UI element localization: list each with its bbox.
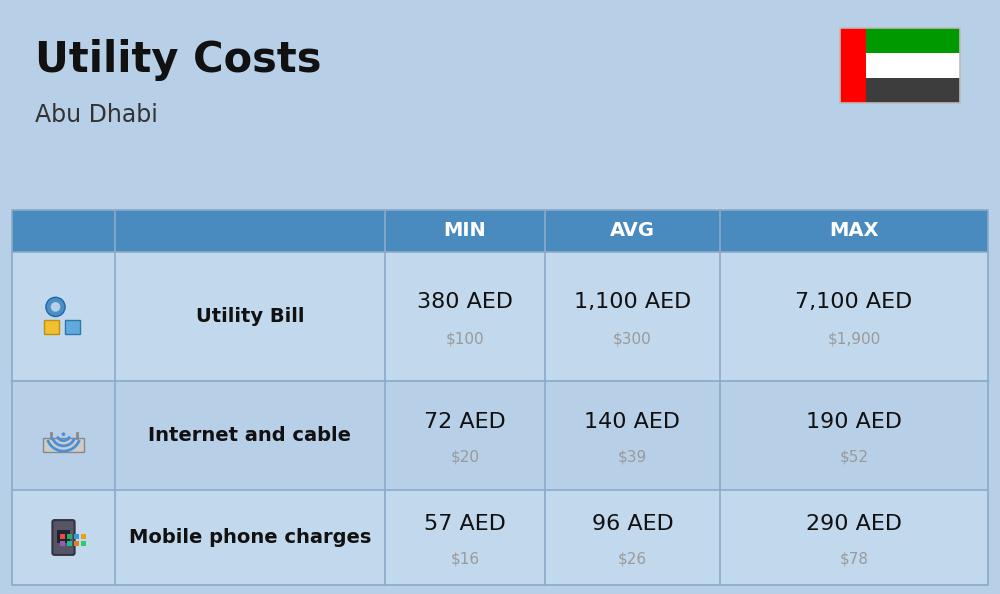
Bar bbox=[60, 541, 65, 546]
Bar bbox=[67, 534, 72, 539]
Text: $100: $100 bbox=[446, 331, 484, 346]
FancyBboxPatch shape bbox=[12, 210, 988, 252]
FancyBboxPatch shape bbox=[12, 381, 988, 490]
Text: $1,900: $1,900 bbox=[827, 331, 881, 346]
Text: Mobile phone charges: Mobile phone charges bbox=[129, 528, 371, 547]
Text: 140 AED: 140 AED bbox=[584, 412, 680, 431]
Text: $20: $20 bbox=[450, 450, 480, 465]
FancyBboxPatch shape bbox=[866, 78, 960, 103]
FancyBboxPatch shape bbox=[12, 252, 988, 381]
Text: $16: $16 bbox=[450, 552, 480, 567]
Text: $78: $78 bbox=[840, 552, 868, 567]
Text: $26: $26 bbox=[618, 552, 647, 567]
Text: 57 AED: 57 AED bbox=[424, 513, 506, 533]
Bar bbox=[74, 534, 79, 539]
Bar bbox=[60, 534, 65, 539]
Text: 290 AED: 290 AED bbox=[806, 513, 902, 533]
Bar bbox=[81, 534, 86, 539]
FancyBboxPatch shape bbox=[52, 520, 75, 555]
FancyBboxPatch shape bbox=[840, 28, 866, 103]
Text: Utility Bill: Utility Bill bbox=[196, 307, 304, 326]
Circle shape bbox=[62, 432, 65, 436]
Bar bbox=[65, 320, 80, 334]
Bar bbox=[67, 541, 72, 546]
FancyBboxPatch shape bbox=[866, 53, 960, 78]
Text: 72 AED: 72 AED bbox=[424, 412, 506, 431]
Text: $39: $39 bbox=[618, 450, 647, 465]
Bar bbox=[74, 541, 79, 546]
Bar bbox=[43, 438, 84, 453]
FancyBboxPatch shape bbox=[12, 490, 988, 585]
Circle shape bbox=[51, 302, 60, 312]
Text: AVG: AVG bbox=[610, 222, 655, 241]
Text: $300: $300 bbox=[613, 331, 652, 346]
Text: $52: $52 bbox=[840, 450, 868, 465]
Text: MIN: MIN bbox=[444, 222, 486, 241]
FancyBboxPatch shape bbox=[866, 28, 960, 53]
Text: 1,100 AED: 1,100 AED bbox=[574, 292, 691, 312]
Text: 190 AED: 190 AED bbox=[806, 412, 902, 431]
Bar bbox=[81, 541, 86, 546]
Text: MAX: MAX bbox=[829, 222, 879, 241]
Bar bbox=[44, 320, 59, 334]
Text: Abu Dhabi: Abu Dhabi bbox=[35, 103, 158, 127]
Text: 7,100 AED: 7,100 AED bbox=[795, 292, 913, 312]
Bar bbox=[57, 530, 70, 543]
Text: Utility Costs: Utility Costs bbox=[35, 39, 322, 81]
Text: 96 AED: 96 AED bbox=[592, 513, 673, 533]
Circle shape bbox=[46, 298, 65, 317]
Text: Internet and cable: Internet and cable bbox=[148, 426, 352, 445]
Text: 380 AED: 380 AED bbox=[417, 292, 513, 312]
